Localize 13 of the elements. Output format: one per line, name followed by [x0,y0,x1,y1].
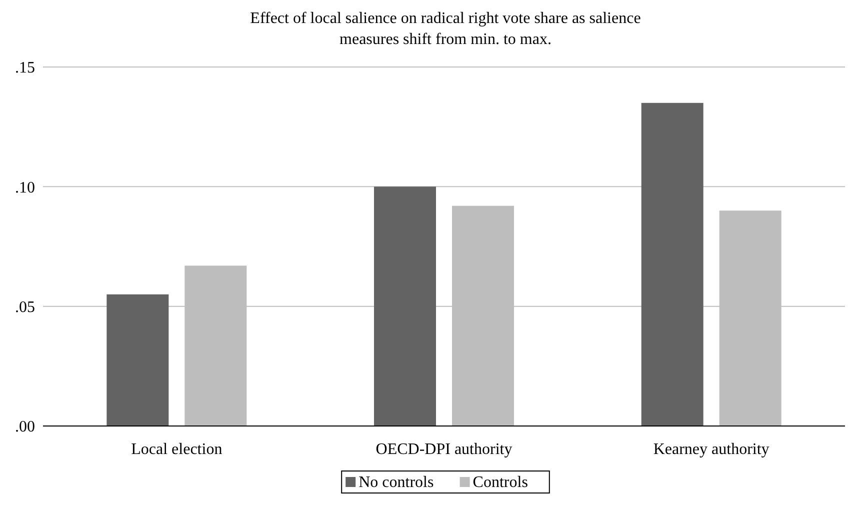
y-tick-label: .15 [15,60,35,77]
x-tick-label: Local election [131,441,222,458]
x-tick-label: Kearney authority [653,441,770,458]
chart-title: Effect of local salience on radical right vote share as salience measures shift from min. to max. [250,10,641,48]
bar [106,294,169,426]
y-tick-label: .05 [15,298,35,316]
legend-label: No controls [358,474,434,491]
y-tick-label: .00 [15,418,35,436]
y-tick-label: .10 [15,179,35,196]
legend-label: Controls [472,474,528,491]
bar [641,102,704,426]
x-tick-label: OECD-DPI authority [376,441,512,458]
bar [374,186,436,426]
